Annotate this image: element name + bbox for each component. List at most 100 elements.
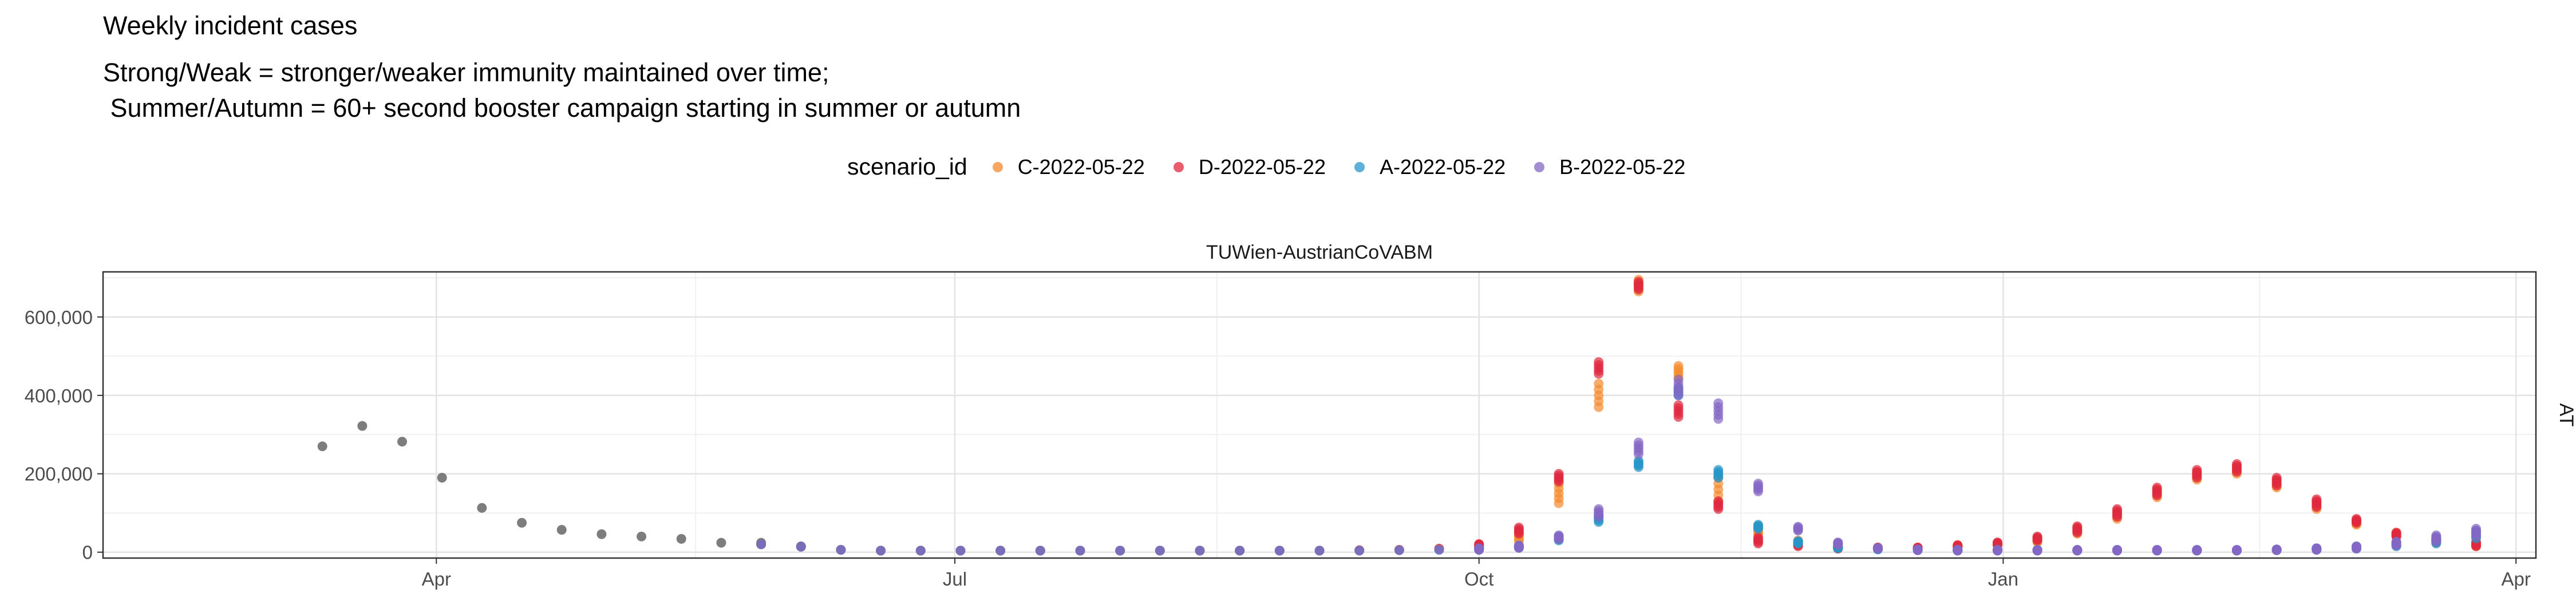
projection-point-b (1235, 545, 1245, 556)
legend-item-c: C-2022-05-22 (992, 155, 1145, 179)
projection-point-b (1155, 545, 1165, 556)
projection-point-b (2192, 545, 2202, 555)
projection-point-d (2152, 483, 2162, 493)
projection-point-b (1514, 540, 1524, 551)
projection-point-d (2231, 459, 2242, 469)
observed-point (397, 437, 408, 447)
projection-point-b (876, 545, 886, 556)
legend: scenario_id C-2022-05-22 D-2022-05-22 A-… (847, 153, 1714, 180)
observed-point (477, 503, 487, 513)
projection-point-b (756, 539, 767, 549)
projection-point-d (1713, 496, 1724, 507)
projection-point-b (2152, 545, 2162, 555)
legend-key-d (1173, 161, 1184, 172)
y-tick-label: 400,000 (25, 385, 93, 406)
projection-point-b (2032, 545, 2042, 555)
legend-key-b (1534, 161, 1545, 172)
projection-point-d (2351, 514, 2361, 524)
x-tick-label: Oct (1464, 568, 1494, 590)
x-tick-label: Apr (2501, 568, 2530, 590)
projection-point-b (1115, 545, 1125, 556)
projection-point-b (2471, 524, 2481, 534)
projection-point-b (2271, 544, 2282, 555)
projection-point-b (1075, 545, 1085, 556)
projection-point-b (1833, 537, 1843, 548)
projection-point-b (1474, 543, 1484, 553)
projection-point-b (1394, 545, 1404, 555)
observed-point (437, 473, 447, 483)
projection-point-d (1594, 357, 1604, 367)
panel-title: TUWien-AustrianCoVABM (1206, 242, 1433, 263)
legend-label-d: D-2022-05-22 (1198, 155, 1326, 179)
projection-point-b (1872, 543, 1883, 553)
y-tick-label: 600,000 (25, 307, 93, 328)
chart-header: Weekly incident cases Strong/Weak = stro… (103, 8, 1021, 126)
projection-point-d (2312, 494, 2322, 504)
observed-point (676, 533, 686, 544)
y-tick-label: 0 (82, 542, 93, 563)
observed-point (317, 441, 327, 452)
projection-point-b (1554, 530, 1564, 540)
projection-point-b (2312, 543, 2322, 553)
chart-subtitle-line1: Strong/Weak = stronger/weaker immunity m… (103, 58, 829, 87)
chart-title: Weekly incident cases (103, 11, 358, 40)
projection-point-b (1793, 521, 1803, 532)
projection-point-c (1673, 361, 1684, 371)
projection-point-b (1953, 545, 1963, 555)
x-tick-label: Jul (943, 568, 967, 590)
projection-point-b (2072, 545, 2083, 555)
legend-key-c (992, 161, 1003, 172)
observed-point (556, 525, 567, 535)
projection-point-b (1035, 545, 1045, 556)
projection-point-b (1913, 544, 1923, 555)
projection-point-b (1434, 545, 1444, 555)
projection-point-b (2351, 541, 2361, 551)
projection-point-d (2271, 473, 2282, 483)
legend-key-a (1354, 161, 1365, 172)
observed-point (716, 537, 726, 548)
projection-point-b (2231, 545, 2242, 555)
projection-point-a (1793, 536, 1803, 547)
projection-point-d (2072, 521, 2083, 532)
projection-point-a (1753, 520, 1763, 530)
projection-point-b (1274, 545, 1285, 556)
legend-label-a: A-2022-05-22 (1379, 155, 1506, 179)
projection-point-d (2192, 465, 2202, 475)
projection-point-b (1354, 545, 1365, 556)
observed-point (517, 517, 527, 528)
projection-point-b (2112, 545, 2122, 555)
observed-point (637, 531, 647, 541)
projection-point-c (1594, 378, 1604, 389)
observed-point (357, 421, 368, 431)
legend-title: scenario_id (847, 153, 967, 180)
projection-point-b (836, 545, 846, 555)
projection-point-b (2391, 536, 2401, 547)
projection-point-d (1514, 523, 1524, 533)
projection-point-d (1633, 276, 1643, 287)
projection-point-b (1713, 398, 1724, 408)
chart-subtitle-line2: Summer/Autumn = 60+ second booster campa… (103, 93, 1021, 122)
plot-panel (103, 272, 2536, 558)
legend-item-d: D-2022-05-22 (1173, 155, 1326, 179)
projection-point-b (796, 541, 806, 552)
observed-point (596, 529, 607, 539)
x-tick-label: Apr (422, 568, 451, 590)
legend-label-b: B-2022-05-22 (1559, 155, 1686, 179)
projection-point-a (1713, 465, 1724, 475)
projection-point-b (1673, 374, 1684, 385)
projection-point-b (1633, 437, 1643, 448)
projection-point-b (1594, 504, 1604, 514)
projection-point-a (1633, 456, 1643, 466)
projection-point-d (1753, 532, 1763, 543)
projection-point-d (2391, 527, 2401, 537)
legend-item-b: B-2022-05-22 (1534, 155, 1685, 179)
projection-point-b (1992, 545, 2002, 555)
projection-point-d (2112, 504, 2122, 514)
projection-point-d (1554, 469, 1564, 479)
projection-point-b (1195, 545, 1205, 556)
projection-point-b (915, 545, 926, 556)
projection-point-b (955, 545, 966, 556)
projection-point-b (2431, 530, 2441, 540)
facet-label: AT (2555, 404, 2576, 427)
